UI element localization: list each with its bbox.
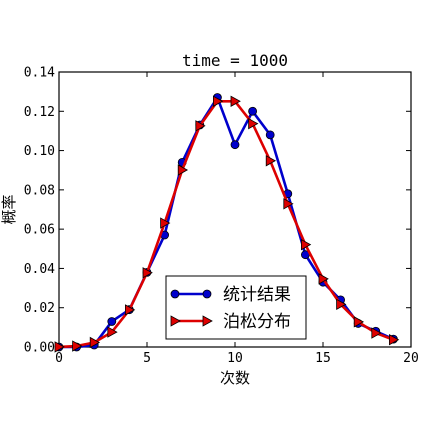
y-tick-label: 0.00 [24,341,55,356]
y-tick-label: 0.04 [24,262,55,277]
data-point [160,217,171,229]
data-point [388,334,400,346]
data-point [248,106,258,116]
data-point [336,298,347,311]
legend-label: 统计结果 [223,285,291,305]
data-point [248,117,259,130]
data-point [230,95,241,107]
y-tick-label: 0.10 [24,144,55,159]
data-point [107,317,117,326]
data-point [107,326,118,338]
legend-box [165,275,307,340]
data-point [283,198,294,210]
data-point [212,95,224,107]
x-tick-label: 15 [315,351,331,366]
chart-title: time = 1000 [182,51,288,70]
legend-label: 泊松分布 [223,312,291,332]
y-tick-label: 0.14 [24,66,55,81]
data-point [54,341,65,353]
legend-marker [170,315,181,327]
data-point [230,140,240,150]
y-tick-label: 0.06 [24,223,55,238]
y-axis-label: 概率 [0,194,18,224]
data-point [265,130,275,140]
series-layer [54,93,400,353]
y-tick-label: 0.02 [24,301,55,316]
data-point [89,336,101,349]
x-tick-label: 5 [143,351,151,366]
legend-marker [202,315,213,327]
data-point [195,120,206,132]
data-point [353,316,365,328]
data-point [142,267,153,279]
data-point [125,304,136,316]
x-tick-label: 10 [227,351,243,366]
data-point [72,340,83,352]
x-axis-label: 次数 [220,369,250,387]
axis-ticks: 0 5 10 15 20 0.00 0.02 0.04 0.06 0.08 0.10 0.12 0.14 [24,66,419,367]
legend-marker [202,289,212,299]
y-tick-label: 0.08 [24,183,55,198]
data-point [371,327,382,339]
data-point [318,273,329,285]
legend-marker [170,289,180,299]
x-tick-label: 0 [55,351,63,366]
series-1 [54,95,400,353]
x-tick-label: 20 [403,351,419,366]
y-tick-label: 0.12 [24,105,55,120]
data-point [265,155,277,167]
data-point [300,238,312,251]
data-point [177,164,189,176]
